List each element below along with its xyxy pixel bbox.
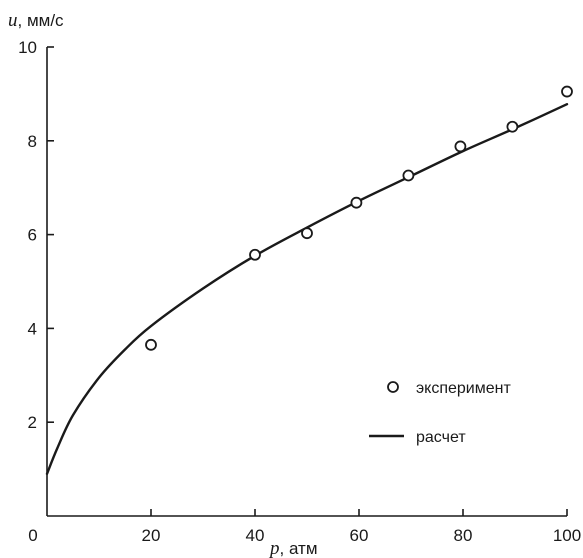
experiment-point bbox=[561, 85, 573, 98]
x-tick-label: 80 bbox=[454, 526, 473, 545]
legend-label-experiment: эксперимент bbox=[416, 380, 511, 397]
x-axis-label: p, атм bbox=[268, 538, 318, 558]
series-markers bbox=[145, 85, 573, 351]
y-tick-label: 6 bbox=[28, 226, 37, 245]
x-tick-label: 100 bbox=[553, 526, 581, 545]
y-axis-label: u, мм/с bbox=[8, 10, 64, 31]
y-ticks: 2 4 6 8 10 bbox=[18, 38, 54, 432]
experiment-point bbox=[506, 120, 519, 133]
y-axis-unit: мм/с bbox=[27, 11, 64, 30]
y-axis-separator: , bbox=[18, 11, 27, 30]
y-tick-label: 8 bbox=[28, 132, 37, 151]
x-axis-variable: p bbox=[268, 538, 280, 558]
experiment-point bbox=[350, 196, 363, 209]
x-ticks: 0 20 40 60 80 100 bbox=[28, 509, 581, 545]
x-tick-label: 60 bbox=[350, 526, 369, 545]
series-line bbox=[45, 103, 569, 475]
experiment-point bbox=[249, 248, 261, 261]
y-tick-label: 10 bbox=[18, 38, 37, 57]
legend-marker-experiment bbox=[387, 381, 399, 393]
y-axis-variable: u bbox=[8, 10, 18, 31]
x-axis-separator: , bbox=[280, 539, 289, 558]
x-tick-label: 0 bbox=[28, 526, 37, 545]
x-tick-label: 20 bbox=[142, 526, 161, 545]
y-tick-label: 2 bbox=[28, 413, 37, 432]
calc-curve bbox=[45, 103, 569, 475]
x-tick-label: 40 bbox=[246, 526, 265, 545]
legend-label-calc: расчет bbox=[416, 429, 466, 446]
y-tick-label: 4 bbox=[28, 319, 37, 338]
experiment-point bbox=[402, 169, 415, 182]
experiment-point bbox=[301, 227, 313, 240]
x-axis-unit: атм bbox=[289, 539, 318, 558]
experiment-point bbox=[145, 338, 157, 351]
legend: эксперимент расчет bbox=[369, 380, 511, 446]
axes bbox=[46, 47, 567, 517]
experiment-point bbox=[454, 140, 467, 153]
